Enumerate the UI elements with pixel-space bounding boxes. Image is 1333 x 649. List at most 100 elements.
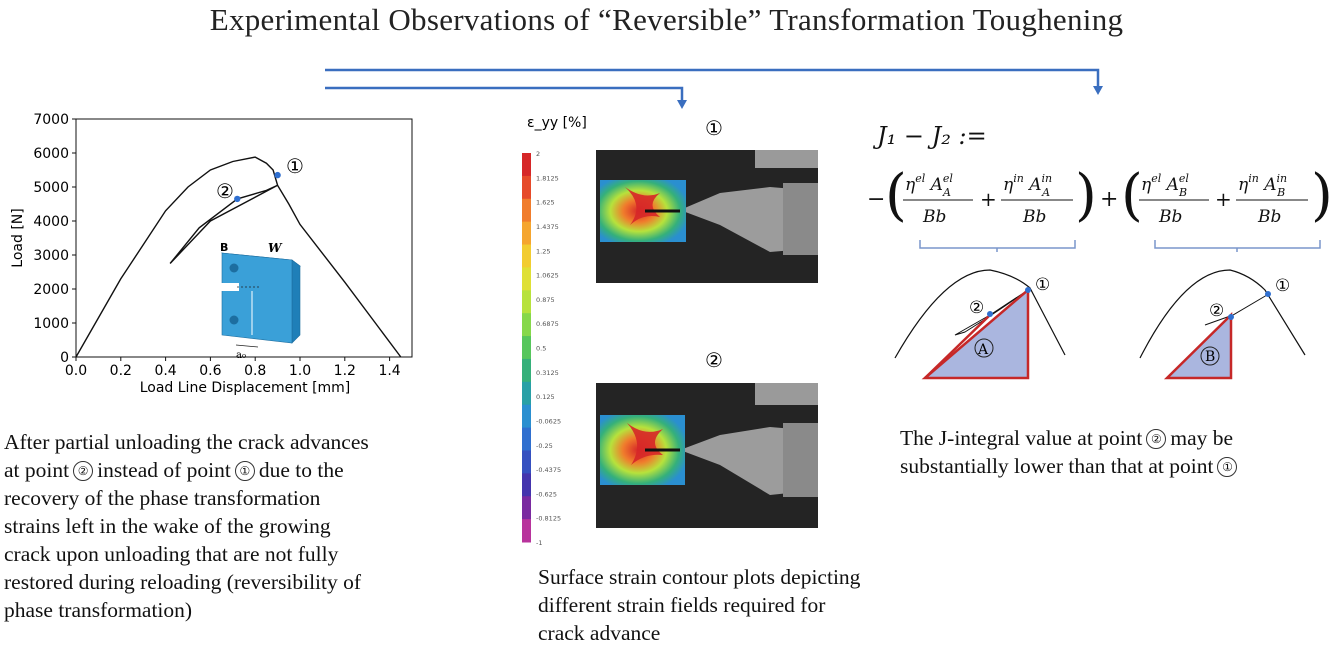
y-tick-label: 3000	[33, 248, 69, 264]
colorbar-tick-label: 0.125	[536, 393, 555, 401]
load-curve-reload	[169, 184, 278, 264]
paren-close-1: )	[1075, 163, 1097, 228]
colorbar-segment	[522, 473, 531, 497]
connector-arrows	[325, 68, 1103, 109]
colorbar-title: ε_yy [%]	[527, 115, 587, 131]
colorbar-segment	[522, 244, 531, 268]
arrow-to-dic	[325, 86, 684, 102]
colorbar-tick-label: 1.4375	[536, 223, 559, 231]
colorbar-segment	[522, 153, 531, 177]
x-tick-label: 0.8	[244, 363, 266, 379]
tri-B-pt2: ②	[1209, 301, 1224, 321]
minus-sign: −	[867, 187, 885, 212]
y-tick-label: 5000	[33, 180, 69, 196]
colorbar-tick-label: -1	[536, 539, 542, 547]
specimen-a0-label: a₀	[236, 350, 246, 361]
plus-sign: +	[1100, 187, 1118, 212]
paren-open-1: (	[885, 163, 907, 228]
load-displacement-plot: 0.0 0.2 0.4 0.6 0.8 1.0 1.2 1.4 0 1000 2000 3000 40…	[10, 112, 413, 396]
panel-1-label: ①	[705, 116, 723, 140]
colorbar-segment	[522, 358, 531, 383]
colorbar-tick-label: -0.25	[536, 442, 553, 450]
y-tick-label: 2000	[33, 282, 69, 298]
svg-text:Bb: Bb	[1257, 207, 1281, 227]
colorbar-segment	[522, 519, 531, 543]
colorbar-segment	[522, 404, 531, 429]
colorbar-tick-label: 0.875	[536, 296, 555, 304]
x-tick-label: 0.2	[110, 363, 132, 379]
brace-B	[1154, 240, 1321, 252]
y-ticks: 0 1000 2000 3000 4000 5000 6000 7000	[33, 112, 76, 366]
j-integral-equation: J₁ − J₂ := − ( ηel Ael A Bb + ηin Ain A Bb…	[867, 122, 1333, 380]
tri-B-label: B	[1205, 349, 1215, 365]
x-tick-label: 0.6	[199, 363, 221, 379]
specimen-B-label: B	[220, 241, 228, 254]
x-axis-label: Load Line Displacement [mm]	[140, 380, 351, 396]
y-tick-label: 1000	[33, 316, 69, 332]
marker-point-2	[234, 195, 241, 203]
middle-caption: Surface strain contour plots depicting d…	[538, 565, 861, 645]
load-curve-main	[75, 156, 402, 358]
y-axis-label: Load [N]	[10, 208, 26, 267]
plus-inner-1: +	[980, 187, 997, 211]
tri-A-pt1: ①	[1035, 275, 1050, 295]
colorbar-tick-label: -0.0625	[536, 417, 561, 425]
page-title: Experimental Observations of “Reversible…	[209, 2, 1124, 37]
colorbar-segment	[522, 381, 531, 406]
svg-text:Bb: Bb	[1022, 207, 1046, 227]
colorbar-tick-label: 1.25	[536, 247, 550, 255]
colorbar-tick-label: -0.625	[536, 490, 557, 498]
y-tick-label: 4000	[33, 214, 69, 230]
colorbar-segment	[522, 221, 531, 246]
colorbar-tick-label: 1.625	[536, 199, 555, 207]
colorbar-ticks: 2 1.8125 1.625 1.4375 1.25 1.0625 0.875 0.6875 0…	[536, 150, 561, 547]
colorbar-segment	[522, 496, 531, 520]
marker-point-1	[274, 171, 281, 179]
x-tick-label: 0.4	[154, 363, 176, 379]
svg-text:+: +	[1215, 187, 1232, 211]
arrowhead-equation	[1093, 86, 1103, 95]
point-1-label: ①	[286, 154, 304, 178]
y-tick-label: 0	[60, 350, 69, 366]
panel-2-label: ②	[705, 348, 723, 372]
point-2-label: ②	[216, 179, 234, 203]
x-tick-label: 1.2	[334, 363, 356, 379]
colorbar-tick-label: 0.3125	[536, 369, 559, 377]
plot-frame	[75, 118, 413, 358]
colorbar-tick-label: 2	[536, 150, 540, 158]
svg-text:Bb: Bb	[1158, 207, 1182, 227]
paren-open-2: (	[1121, 163, 1143, 228]
y-tick-label: 6000	[33, 146, 69, 162]
x-tick-label: 1.4	[378, 363, 400, 379]
y-tick-label: 7000	[33, 112, 69, 128]
colorbar-segment	[522, 336, 531, 360]
frac-1-num: ηel Ael A	[905, 172, 953, 199]
colorbar-segment	[522, 313, 531, 337]
equation-lhs: J₁ − J₂ :=	[872, 122, 987, 150]
left-caption: After partial unloading the crack advanc…	[4, 430, 369, 622]
triangle-A-diagram: ① ② A	[894, 269, 1066, 380]
tri-B-pt1: ①	[1275, 276, 1290, 296]
colorbar-tick-label: 1.0625	[536, 272, 559, 280]
strain-panel-2	[596, 383, 818, 528]
colorbar-tick-label: -0.8125	[536, 515, 561, 523]
triangle-B-diagram: ① ② B	[1139, 269, 1306, 380]
colorbar-segment	[522, 267, 531, 291]
brace-A	[919, 240, 1076, 252]
colorbar-tick-label: -0.4375	[536, 466, 561, 474]
paren-close-2: )	[1311, 163, 1333, 228]
strain-panel-1	[596, 150, 818, 283]
right-caption: The J-integral value at point ② may be sub…	[900, 424, 1333, 480]
x-ticks: 0.0 0.2 0.4 0.6 0.8 1.0 1.2 1.4	[65, 357, 401, 379]
tri-A-label: A	[977, 342, 989, 358]
colorbar-tick-label: 1.8125	[536, 174, 559, 182]
colorbar	[522, 153, 531, 543]
svg-text:Bb: Bb	[922, 207, 946, 227]
arrowhead-dic	[677, 100, 687, 109]
x-tick-label: 0.0	[65, 363, 87, 379]
colorbar-segment	[522, 427, 531, 451]
arrow-to-equation	[325, 68, 1100, 88]
